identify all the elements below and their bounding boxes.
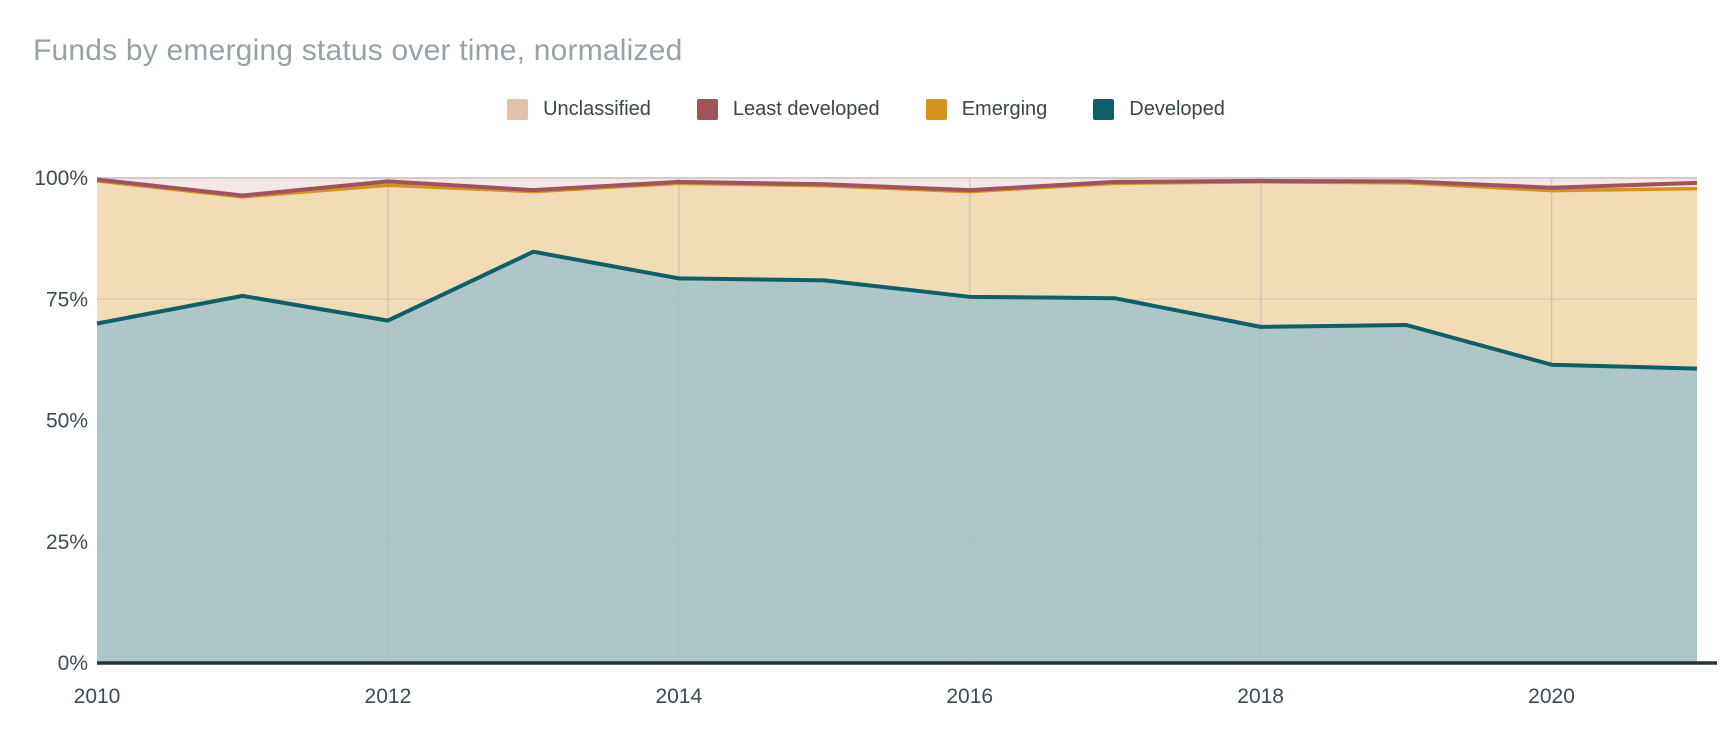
y-tick-label: 25% [46,531,88,554]
chart-title: Funds by emerging status over time, norm… [33,34,683,67]
legend-swatch-icon [925,99,947,120]
legend-item-unclassified[interactable]: Unclassified [507,99,651,120]
x-tick-label: 2014 [655,685,702,708]
y-tick-label: 0% [58,652,88,675]
legend-label: Emerging [961,98,1048,120]
series-line-developed [96,249,1698,371]
legend-swatch-icon [696,99,718,120]
x-tick-label: 2010 [74,685,121,708]
legend-item-developed[interactable]: Developed [1093,99,1225,120]
x-tick-label: 2020 [1528,685,1575,708]
x-tick-label: 2018 [1237,685,1284,708]
legend-label: Developed [1129,98,1225,120]
legend-swatch-icon [1093,99,1115,120]
x-tick-label: 2012 [365,685,412,708]
x-tick-label: 2016 [946,685,993,708]
legend-item-least-developed[interactable]: Least developed [696,98,880,120]
legend-swatch-icon [507,99,529,120]
legend-item-emerging[interactable]: Emerging [925,98,1048,120]
y-tick-label: 100% [34,167,88,190]
y-tick-label: 50% [46,410,88,433]
series-line-emerging [96,177,1698,198]
legend-label: Unclassified [543,98,651,120]
chart-legend: Unclassified Least developed Emerging De… [0,99,1732,120]
area-band-unclassified [97,180,1697,369]
legend-label: Least developed [732,98,880,120]
area-band-developed [97,251,1697,663]
y-tick-label: 75% [46,288,88,311]
